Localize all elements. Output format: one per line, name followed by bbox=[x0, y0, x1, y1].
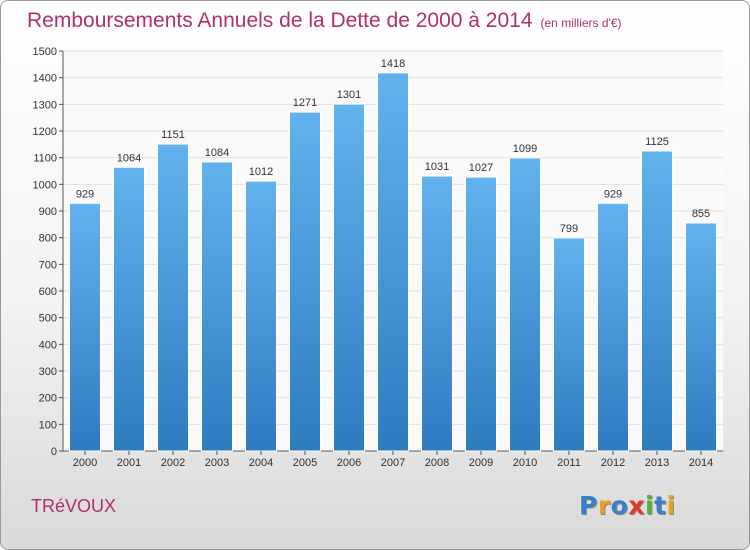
x-tick-label-2009: 2009 bbox=[469, 457, 493, 469]
x-tick-label-2011: 2011 bbox=[557, 457, 581, 469]
x-tick-label-2010: 2010 bbox=[513, 457, 537, 469]
y-tick-label: 1100 bbox=[33, 153, 57, 165]
bar-2001 bbox=[113, 166, 145, 452]
city-name: TRéVOUX bbox=[31, 496, 117, 516]
logo-letter: x bbox=[628, 491, 645, 520]
bar-2005 bbox=[289, 111, 321, 452]
logo-letter: r bbox=[597, 491, 611, 520]
y-tick-label: 300 bbox=[39, 366, 57, 378]
bar-2007 bbox=[377, 72, 409, 452]
y-tick-label: 200 bbox=[39, 393, 57, 405]
value-labels: 929 1064 1151 1084 1012 1271 1301 1418 1031 1027 1… bbox=[76, 58, 710, 235]
bar-2011 bbox=[553, 237, 585, 452]
bar-2004 bbox=[245, 180, 277, 452]
y-tick-label: 600 bbox=[39, 286, 57, 298]
value-label-2000: 929 bbox=[76, 188, 94, 200]
logo-letter: t bbox=[654, 491, 667, 520]
bars bbox=[69, 72, 717, 452]
bar-2003 bbox=[201, 161, 233, 452]
y-tick-label: 0 bbox=[51, 446, 57, 458]
x-axis-ticks: 2000 2001 2002 2003 2004 2005 2006 2007 2008 2009… bbox=[73, 451, 713, 469]
y-tick-label: 1200 bbox=[33, 126, 57, 138]
y-axis-ticks: 0 100 200 300 400 500 600 700 800 900 1000 1100 1200… bbox=[33, 46, 63, 458]
x-tick-label-2002: 2002 bbox=[161, 457, 185, 469]
y-tick-label: 1000 bbox=[33, 179, 57, 191]
proxiti-logo: Proxiti bbox=[579, 491, 676, 520]
value-label-2014: 855 bbox=[692, 208, 710, 220]
bar-2012 bbox=[597, 202, 629, 452]
bar-2000 bbox=[69, 202, 101, 452]
logo-letter: i bbox=[666, 491, 676, 520]
value-label-2002: 1151 bbox=[161, 129, 185, 141]
value-label-2011: 799 bbox=[560, 223, 578, 235]
y-tick-label: 100 bbox=[39, 419, 57, 431]
x-tick-label-2006: 2006 bbox=[337, 457, 361, 469]
y-tick-label: 1300 bbox=[33, 99, 57, 111]
value-label-2004: 1012 bbox=[249, 166, 273, 178]
value-label-2003: 1084 bbox=[205, 147, 229, 159]
value-label-2012: 929 bbox=[604, 188, 622, 200]
x-tick-label-2001: 2001 bbox=[117, 457, 141, 469]
x-tick-label-2007: 2007 bbox=[381, 457, 405, 469]
value-label-2008: 1031 bbox=[425, 161, 449, 173]
y-tick-label: 800 bbox=[39, 233, 57, 245]
bar-2009 bbox=[465, 176, 497, 452]
y-tick-label: 1500 bbox=[33, 46, 57, 58]
y-tick-label: 500 bbox=[39, 313, 57, 325]
x-tick-label-2014: 2014 bbox=[689, 457, 713, 469]
bar-2013 bbox=[641, 150, 673, 452]
value-label-2001: 1064 bbox=[117, 152, 141, 164]
bar-2014 bbox=[685, 222, 717, 452]
y-tick-label: 900 bbox=[39, 206, 57, 218]
y-tick-label: 400 bbox=[39, 339, 57, 351]
bar-2008 bbox=[421, 175, 453, 452]
value-label-2006: 1301 bbox=[337, 89, 361, 101]
y-tick-label: 700 bbox=[39, 259, 57, 271]
x-tick-label-2012: 2012 bbox=[601, 457, 625, 469]
chart-title-text: Remboursements Annuels de la Dette de 20… bbox=[27, 9, 533, 32]
x-tick-label-2000: 2000 bbox=[73, 457, 97, 469]
value-label-2010: 1099 bbox=[513, 143, 537, 155]
value-label-2007: 1418 bbox=[381, 58, 405, 70]
value-label-2009: 1027 bbox=[469, 162, 493, 174]
value-label-2013: 1125 bbox=[645, 136, 669, 148]
logo-letter: o bbox=[610, 491, 629, 520]
x-tick-label-2003: 2003 bbox=[205, 457, 229, 469]
y-tick-label: 1400 bbox=[33, 73, 57, 85]
bar-2006 bbox=[333, 103, 365, 452]
value-label-2005: 1271 bbox=[293, 97, 317, 109]
logo-letter: i bbox=[645, 491, 655, 520]
bar-2002 bbox=[157, 143, 189, 452]
x-tick-label-2013: 2013 bbox=[645, 457, 669, 469]
x-tick-label-2004: 2004 bbox=[249, 457, 273, 469]
chart-unit: (en milliers d'€) bbox=[540, 16, 622, 30]
logo-letter: P bbox=[579, 491, 598, 520]
chart-title: Remboursements Annuels de la Dette de 20… bbox=[27, 9, 622, 33]
x-tick-label-2005: 2005 bbox=[293, 457, 317, 469]
bar-2010 bbox=[509, 157, 541, 452]
x-tick-label-2008: 2008 bbox=[425, 457, 449, 469]
